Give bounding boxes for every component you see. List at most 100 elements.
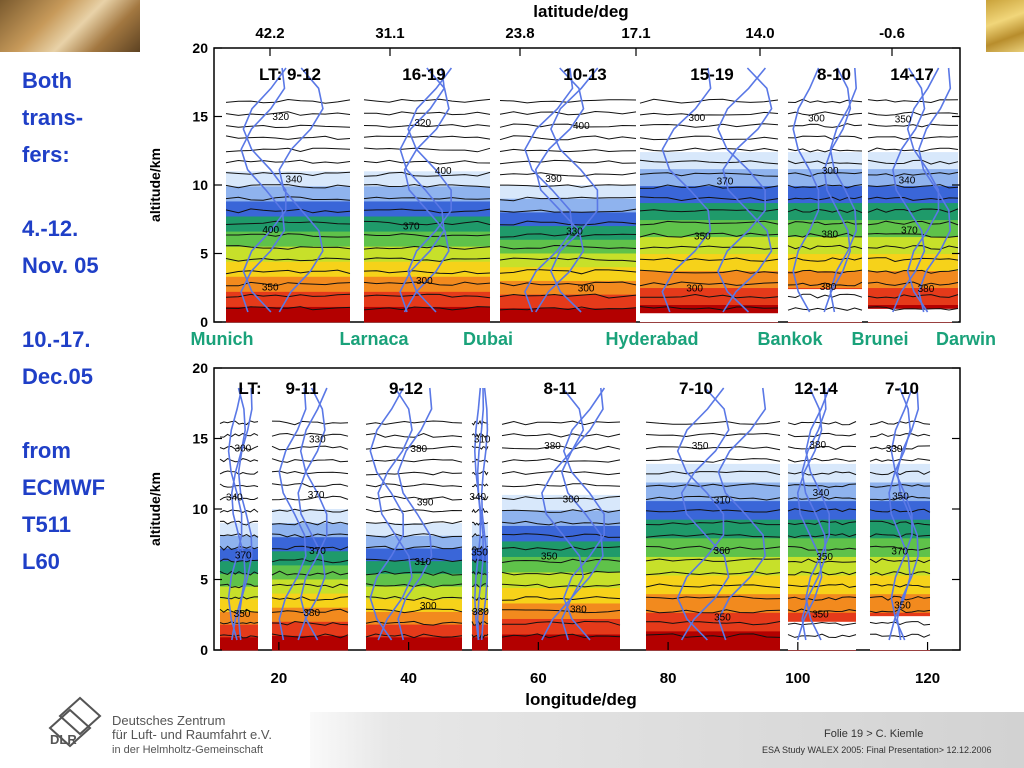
local-time-label: 7-10 — [885, 379, 919, 398]
colour-band — [788, 538, 856, 558]
contour-line — [787, 184, 863, 189]
contour-line — [867, 294, 959, 299]
contour-line — [219, 445, 259, 451]
contour-line — [501, 470, 621, 476]
wind-contour — [801, 387, 827, 641]
contour-line — [499, 110, 637, 116]
y-tick-label: 0 — [200, 314, 208, 330]
y-tick-label: 15 — [192, 109, 208, 125]
contour-line — [219, 634, 259, 639]
colour-band — [870, 501, 930, 521]
contour-line — [225, 111, 351, 116]
contour-line — [219, 583, 259, 589]
colour-band — [788, 237, 862, 255]
contour-line — [645, 595, 781, 600]
wind-contour — [888, 387, 912, 641]
contour-line — [639, 184, 779, 189]
top-x-tick-label: 31.1 — [375, 25, 404, 42]
contour-line — [365, 471, 463, 476]
contour-line — [639, 245, 779, 250]
contour-line — [271, 520, 349, 526]
contour-label: 340 — [226, 493, 243, 504]
contour-line — [787, 583, 857, 588]
dlr-logo-text: DLR — [50, 732, 77, 747]
wind-contour — [796, 387, 823, 641]
note-line: trans- — [22, 105, 84, 130]
note-line: Nov. 05 — [22, 253, 99, 278]
contour-line — [471, 608, 489, 614]
colour-band — [364, 261, 490, 278]
top-x-tick-label: 23.8 — [505, 25, 534, 42]
contour-label: 350 — [892, 492, 909, 503]
colour-band — [272, 509, 348, 524]
wind-contour — [369, 387, 405, 641]
local-time-label: 14-17 — [890, 65, 933, 84]
colour-band — [646, 631, 780, 651]
contour-line — [787, 571, 857, 576]
contour-line — [501, 508, 621, 513]
contour-line — [225, 159, 351, 164]
colour-band — [226, 216, 350, 233]
contour-line — [271, 533, 349, 538]
contour-label: 350 — [894, 601, 911, 612]
contour-line — [787, 160, 863, 165]
colour-band — [870, 594, 930, 614]
contour-line — [499, 123, 637, 128]
colour-band — [472, 548, 488, 562]
contour-line — [363, 257, 491, 262]
wind-contour — [906, 67, 940, 313]
wind-contour — [805, 387, 831, 641]
contour-line — [225, 196, 351, 201]
contour-line — [639, 111, 779, 116]
colour-band — [272, 565, 348, 580]
contour-line — [499, 233, 637, 238]
local-time-label: 9-12 — [389, 379, 423, 398]
contour-line — [867, 136, 959, 140]
colour-band — [640, 169, 778, 187]
contour-line — [645, 509, 781, 513]
local-time-label: LT: — [238, 379, 261, 398]
colour-band — [646, 519, 780, 539]
y-tick-label: 20 — [192, 40, 208, 56]
contour-label: 330 — [309, 435, 326, 446]
colour-band — [364, 276, 490, 293]
wind-contour — [722, 67, 773, 313]
contour-label: 340 — [899, 175, 916, 186]
contour-line — [639, 147, 779, 152]
contour-line — [225, 269, 351, 275]
wind-contour — [680, 387, 730, 641]
contour-label: 370 — [891, 547, 908, 558]
footer-white-area — [0, 712, 310, 768]
contour-line — [787, 546, 857, 551]
x-tick-label: 40 — [400, 670, 417, 687]
colour-band — [646, 556, 780, 577]
cross-section-segment — [499, 67, 637, 323]
wind-contour — [278, 387, 307, 641]
contour-line — [869, 445, 931, 450]
wind-contour — [534, 67, 585, 313]
contour-line — [499, 281, 637, 287]
contour-label: 350 — [262, 282, 279, 293]
contour-line — [499, 135, 637, 141]
contour-line — [787, 135, 863, 140]
contour-line — [225, 220, 351, 225]
note-line: L60 — [22, 549, 60, 574]
city-label: Darwin — [936, 329, 996, 349]
contour-line — [271, 558, 349, 564]
contour-line — [499, 257, 637, 262]
cross-section-segment — [225, 67, 351, 323]
contour-label: 370 — [403, 221, 420, 232]
wind-contour — [661, 67, 712, 313]
contour-label: 350 — [234, 609, 251, 620]
wind-contour — [397, 387, 433, 641]
contour-line — [219, 508, 259, 513]
contour-label: 350 — [471, 548, 488, 559]
y-tick-label: 20 — [192, 360, 208, 376]
top-x-tick-label: 17.1 — [621, 25, 650, 42]
contour-line — [787, 520, 857, 526]
colour-band — [788, 254, 862, 272]
contour-label: 390 — [417, 497, 434, 508]
contour-line — [639, 98, 779, 104]
contour-label: 370 — [717, 177, 734, 188]
contour-label: 370 — [309, 546, 326, 557]
